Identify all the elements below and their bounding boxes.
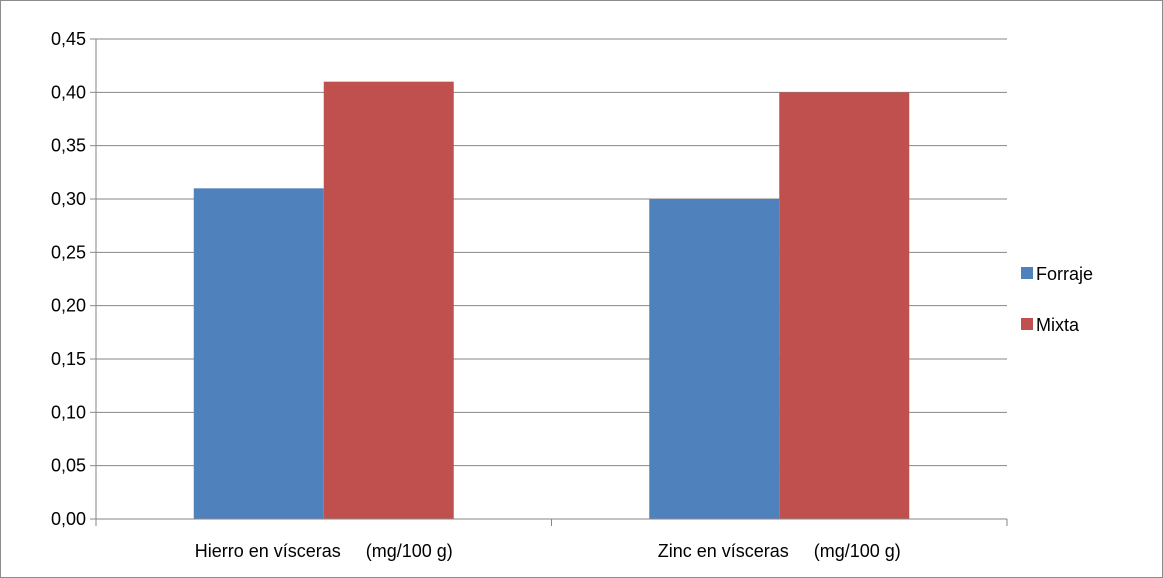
axes	[90, 38, 1008, 526]
y-tick-label: 0,20	[51, 296, 86, 316]
y-tick-label: 0,30	[51, 189, 86, 209]
legend-label-forraje: Forraje	[1036, 264, 1093, 284]
y-tick-label: 0,25	[51, 242, 86, 262]
bars	[193, 81, 910, 520]
legend-label-mixta: Mixta	[1036, 315, 1080, 335]
y-tick-label: 0,15	[51, 349, 86, 369]
bar-forraje-2	[649, 199, 780, 519]
y-tick-label: 0,00	[51, 509, 86, 529]
y-axis-tick-labels: 0,00 0,05 0,10 0,15 0,20 0,25 0,30 0,35 0,40 0,45	[51, 29, 86, 529]
y-tick-label: 0,10	[51, 402, 86, 422]
y-tick-label: 0,40	[51, 82, 86, 102]
y-tick-label: 0,35	[51, 136, 86, 156]
x-tick-label: Zinc en vísceras (mg/100 g)	[658, 541, 901, 561]
bar-mixta-2	[779, 92, 910, 519]
y-tick-label: 0,05	[51, 456, 86, 476]
bar-forraje-1	[193, 188, 324, 520]
y-tick-label: 0,45	[51, 29, 86, 49]
x-tick-label: Hierro en vísceras (mg/100 g)	[195, 541, 453, 561]
legend-swatch-forraje	[1021, 267, 1033, 279]
bar-mixta-1	[323, 81, 454, 520]
legend-swatch-mixta	[1021, 318, 1033, 330]
x-axis-tick-labels: Hierro en vísceras (mg/100 g) Zinc en vís…	[195, 541, 901, 561]
legend: Forraje Mixta	[1021, 264, 1093, 335]
